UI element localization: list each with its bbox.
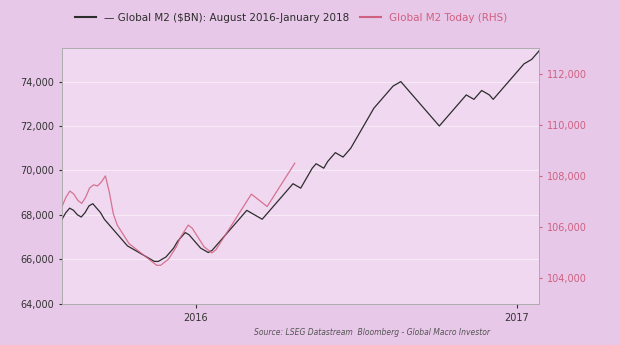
Text: Source: LSEG Datastream  Bloomberg - Global Macro Investor: Source: LSEG Datastream Bloomberg - Glob… — [254, 328, 490, 337]
Legend: — Global M2 ($BN): August 2016-January 2018, Global M2 Today (RHS): — Global M2 ($BN): August 2016-January 2… — [71, 9, 512, 27]
